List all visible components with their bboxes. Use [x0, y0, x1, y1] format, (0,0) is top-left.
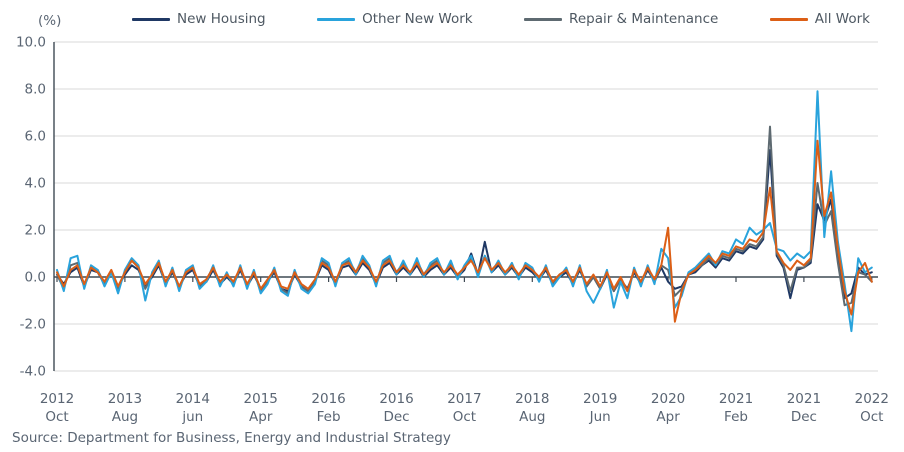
x-tick-month-label: Jun: [589, 409, 611, 425]
series-line-all-work: [56, 139, 873, 323]
legend-item-other-new-work: Other New Work: [317, 11, 473, 27]
x-tick-month-label: jun: [181, 409, 203, 425]
legend-label-new-housing: New Housing: [177, 11, 266, 27]
x-tick-month-label: Dec: [791, 409, 817, 425]
x-tick-month-label: Apr: [249, 409, 273, 425]
repair-maintenance-line-swatch: [524, 17, 563, 21]
x-tick-month-label: Dec: [383, 409, 409, 425]
x-tick-year-label: 2020: [651, 391, 685, 407]
legend-label-other-new-work: Other New Work: [362, 11, 473, 27]
new-housing-line-swatch: [132, 17, 170, 21]
x-tick-month-label: Apr: [656, 409, 680, 425]
x-tick-year-label: 2016: [311, 391, 345, 407]
legend-item-new-housing: New Housing: [132, 11, 266, 27]
series-line-other-new-work: [56, 90, 873, 333]
y-tick-label: 6.0: [25, 129, 46, 145]
x-tick-year-label: 2017: [447, 391, 481, 407]
legend-label-all-work: All Work: [814, 11, 870, 27]
x-tick-year-label: 2021: [787, 391, 821, 407]
x-tick-year-label: 2016: [379, 391, 413, 407]
x-tick-month-label: Aug: [519, 409, 545, 425]
x-tick-month-label: Feb: [317, 409, 341, 425]
x-tick-year-label: 2018: [515, 391, 549, 407]
x-tick-month-label: Oct: [453, 409, 476, 425]
y-tick-label: 10.0: [16, 35, 46, 51]
y-tick-label: 4.0: [25, 176, 46, 192]
x-tick-year-label: 2014: [176, 391, 210, 407]
legend-label-repair-maintenance: Repair & Maintenance: [569, 11, 719, 27]
x-tick-year-label: 2013: [108, 391, 142, 407]
x-tick-year-label: 2015: [244, 391, 278, 407]
x-tick-month-label: Oct: [45, 409, 68, 425]
x-tick-month-label: Oct: [860, 409, 883, 425]
chart-legend: New Housing Other New Work Repair & Main…: [132, 8, 870, 30]
y-tick-label: -2.0: [20, 317, 46, 333]
x-tick-year-label: 2022: [855, 391, 889, 407]
x-tick-month-label: Aug: [112, 409, 138, 425]
y-tick-label: -4.0: [20, 364, 46, 380]
other-new-work-line-swatch: [317, 17, 356, 21]
legend-item-all-work: All Work: [769, 11, 870, 27]
y-tick-label: 0.0: [25, 270, 46, 286]
y-tick-label: 2.0: [25, 223, 46, 239]
x-tick-year-label: 2019: [583, 391, 617, 407]
x-tick-year-label: 2021: [719, 391, 753, 407]
y-tick-label: 8.0: [25, 82, 46, 98]
legend-item-repair-maintenance: Repair & Maintenance: [524, 11, 718, 27]
all-work-line-swatch: [769, 17, 808, 21]
x-tick-month-label: Feb: [724, 409, 748, 425]
x-tick-year-label: 2012: [40, 391, 74, 407]
series-line-new-housing: [56, 149, 873, 300]
y-axis-unit-label: (%): [38, 13, 62, 29]
source-note: Source: Department for Business, Energy …: [12, 430, 451, 446]
